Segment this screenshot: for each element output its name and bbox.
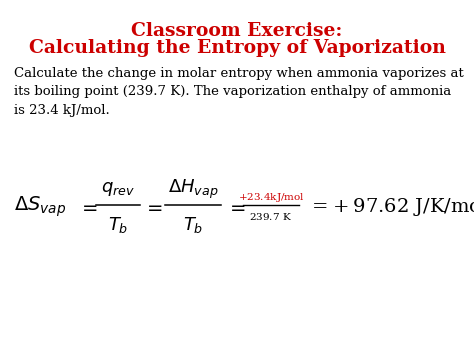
Text: $T_b$: $T_b$: [108, 215, 128, 235]
Text: Calculating the Entropy of Vaporization: Calculating the Entropy of Vaporization: [28, 39, 446, 57]
Text: $=$: $=$: [78, 198, 98, 216]
Text: $\mathregular{239.7\ K}$: $\mathregular{239.7\ K}$: [249, 212, 292, 223]
Text: $\mathregular{+23.4kJ/mol}$: $\mathregular{+23.4kJ/mol}$: [237, 191, 304, 203]
Text: $=$: $=$: [143, 198, 163, 216]
Text: $q_{rev}$: $q_{rev}$: [101, 180, 135, 198]
Text: $=$: $=$: [226, 198, 246, 216]
Text: $\Delta H_{vap}$: $\Delta H_{vap}$: [168, 178, 218, 201]
Text: Classroom Exercise:: Classroom Exercise:: [131, 22, 343, 40]
Text: $\Delta S_{vap}$: $\Delta S_{vap}$: [14, 195, 66, 219]
Text: $T_b$: $T_b$: [183, 215, 203, 235]
Text: Calculate the change in molar entropy when ammonia vaporizes at
its boiling poin: Calculate the change in molar entropy wh…: [14, 67, 464, 117]
Text: $\mathregular{=\!+97.62\ J/K/mol}$: $\mathregular{=\!+97.62\ J/K/mol}$: [308, 196, 474, 218]
